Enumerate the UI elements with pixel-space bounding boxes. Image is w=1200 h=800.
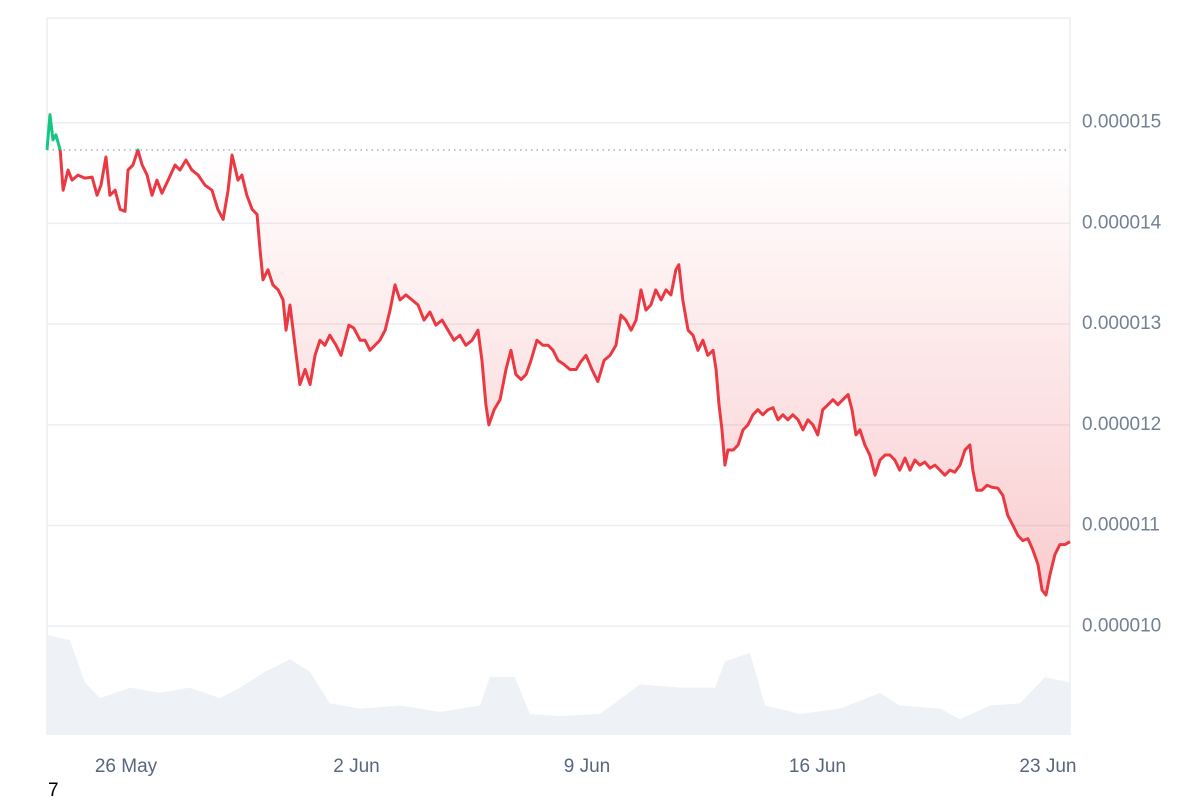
x-tick-label: 23 Jun [1019,756,1076,777]
y-tick-label: 0.000011 [1082,515,1160,536]
y-tick-label: 0.000010 [1082,615,1161,636]
x-tick-label: 26 May [95,756,158,777]
footnote: 7 [48,780,59,800]
x-tick-label: 16 Jun [789,756,846,777]
y-tick-label: 0.000014 [1082,212,1162,233]
x-tick-label: 9 Jun [564,756,610,777]
y-tick-label: 0.000015 [1082,112,1161,133]
area-fill [47,114,1070,596]
volume-area [47,635,1070,735]
price-line [45,113,1071,597]
y-tick-label: 0.000013 [1082,313,1161,334]
y-tick-label: 0.000012 [1082,414,1161,435]
x-tick-label: 2 Jun [333,756,379,777]
